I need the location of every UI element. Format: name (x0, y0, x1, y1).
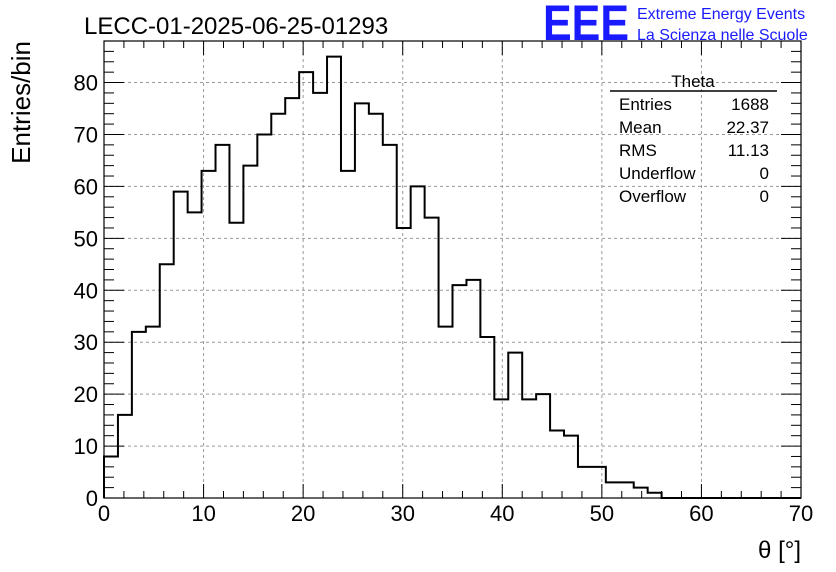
histogram-bin-38 (634, 488, 648, 498)
y-axis-label: Entries/bin (6, 41, 36, 164)
histogram-bin-17 (341, 171, 355, 498)
logo-line2: La Scienza nelle Scuole (637, 27, 808, 44)
x-tick-label-5: 50 (590, 501, 614, 526)
logo-line1: Extreme Energy Events (637, 6, 805, 23)
x-tick-label-6: 60 (689, 501, 713, 526)
histogram-bin-3 (146, 327, 160, 498)
histogram-bin-34 (578, 467, 592, 498)
histogram-bin-14 (299, 72, 313, 498)
histogram-outline (103, 55, 801, 499)
histogram-bin-15 (313, 93, 327, 498)
stats-label-3: Underflow (619, 164, 696, 183)
x-axis-label: θ [°] (758, 537, 801, 564)
histogram-bin-6 (188, 212, 202, 498)
stats-label-1: Mean (619, 118, 662, 137)
x-tick-label-2: 20 (291, 501, 315, 526)
histogram-bin-9 (229, 223, 243, 498)
histogram-bin-5 (174, 192, 188, 498)
histogram-bin-30 (522, 399, 536, 498)
grid-lines (104, 41, 801, 498)
x-tick-labels: 0 10 20 30 40 50 60 70 (98, 501, 813, 526)
y-tick-label-6: 60 (74, 174, 98, 199)
histogram-bin-11 (257, 134, 271, 498)
y-tick-labels: 0 10 20 30 40 50 60 70 80 (74, 71, 98, 511)
y-tick-label-7: 70 (74, 122, 98, 147)
histogram-bin-39 (648, 493, 662, 498)
x-tick-label-4: 40 (490, 501, 514, 526)
histogram-bin-16 (327, 57, 341, 498)
histogram-bin-8 (216, 145, 230, 498)
histogram-bin-32 (550, 430, 564, 498)
stats-value-3: 0 (760, 164, 769, 183)
stats-rows: Entries 1688 Mean 22.37 RMS 11.13 Underflow 0 Ov… (619, 95, 769, 206)
histogram-bin-25 (453, 285, 467, 498)
histogram-bin-13 (285, 98, 299, 498)
histogram-bin-28 (494, 399, 508, 498)
axis-ticks (103, 40, 802, 499)
y-tick-label-3: 30 (74, 330, 98, 355)
histogram-bin-24 (439, 327, 453, 498)
stats-value-4: 0 (760, 187, 769, 206)
y-tick-label-8: 80 (74, 71, 98, 96)
stats-title: Theta (671, 72, 715, 91)
y-tick-label-0: 0 (86, 486, 98, 511)
histogram-bin-23 (425, 218, 439, 498)
histogram-bin-7 (202, 171, 216, 498)
eee-logo: EEE Extreme Energy Events La Scienza nel… (543, 0, 808, 51)
stats-value-2: 11.13 (728, 141, 769, 160)
histogram-bin-20 (383, 145, 397, 498)
histogram-bin-18 (355, 103, 369, 498)
stats-box: Theta Entries 1688 Mean 22.37 RMS 11.13 Underf… (610, 72, 777, 206)
histogram-bin-35 (592, 467, 606, 498)
stats-value-0: 1688 (731, 95, 769, 114)
histogram-bars (103, 55, 801, 499)
histogram-bin-10 (243, 166, 257, 498)
histogram-bin-31 (536, 394, 550, 498)
histogram-bin-27 (480, 337, 494, 498)
x-tick-label-3: 30 (390, 501, 414, 526)
histogram-bin-36 (606, 482, 620, 498)
histogram-bin-21 (397, 228, 411, 498)
x-tick-label-1: 10 (191, 501, 215, 526)
histogram-bin-26 (466, 280, 480, 498)
histogram-bin-19 (369, 114, 383, 498)
stats-label-2: RMS (619, 141, 657, 160)
stats-label-4: Overflow (619, 187, 687, 206)
y-tick-label-2: 20 (74, 382, 98, 407)
histogram-bin-2 (132, 332, 146, 498)
y-tick-label-5: 50 (74, 226, 98, 251)
x-tick-label-7: 70 (789, 501, 813, 526)
logo-mark: EEE (543, 0, 629, 51)
histogram-bin-1 (118, 415, 132, 498)
y-tick-label-1: 10 (74, 434, 98, 459)
stats-value-1: 22.37 (726, 118, 769, 137)
x-tick-label-0: 0 (98, 501, 110, 526)
histogram-bin-29 (508, 353, 522, 498)
histogram-bin-4 (160, 264, 174, 498)
histogram-bin-22 (411, 186, 425, 498)
histogram-bin-12 (271, 114, 285, 498)
stats-label-0: Entries (619, 95, 672, 114)
histogram-bin-33 (564, 436, 578, 498)
chart-title: LECC-01-2025-06-25-01293 (84, 13, 388, 40)
y-tick-label-4: 40 (74, 278, 98, 303)
